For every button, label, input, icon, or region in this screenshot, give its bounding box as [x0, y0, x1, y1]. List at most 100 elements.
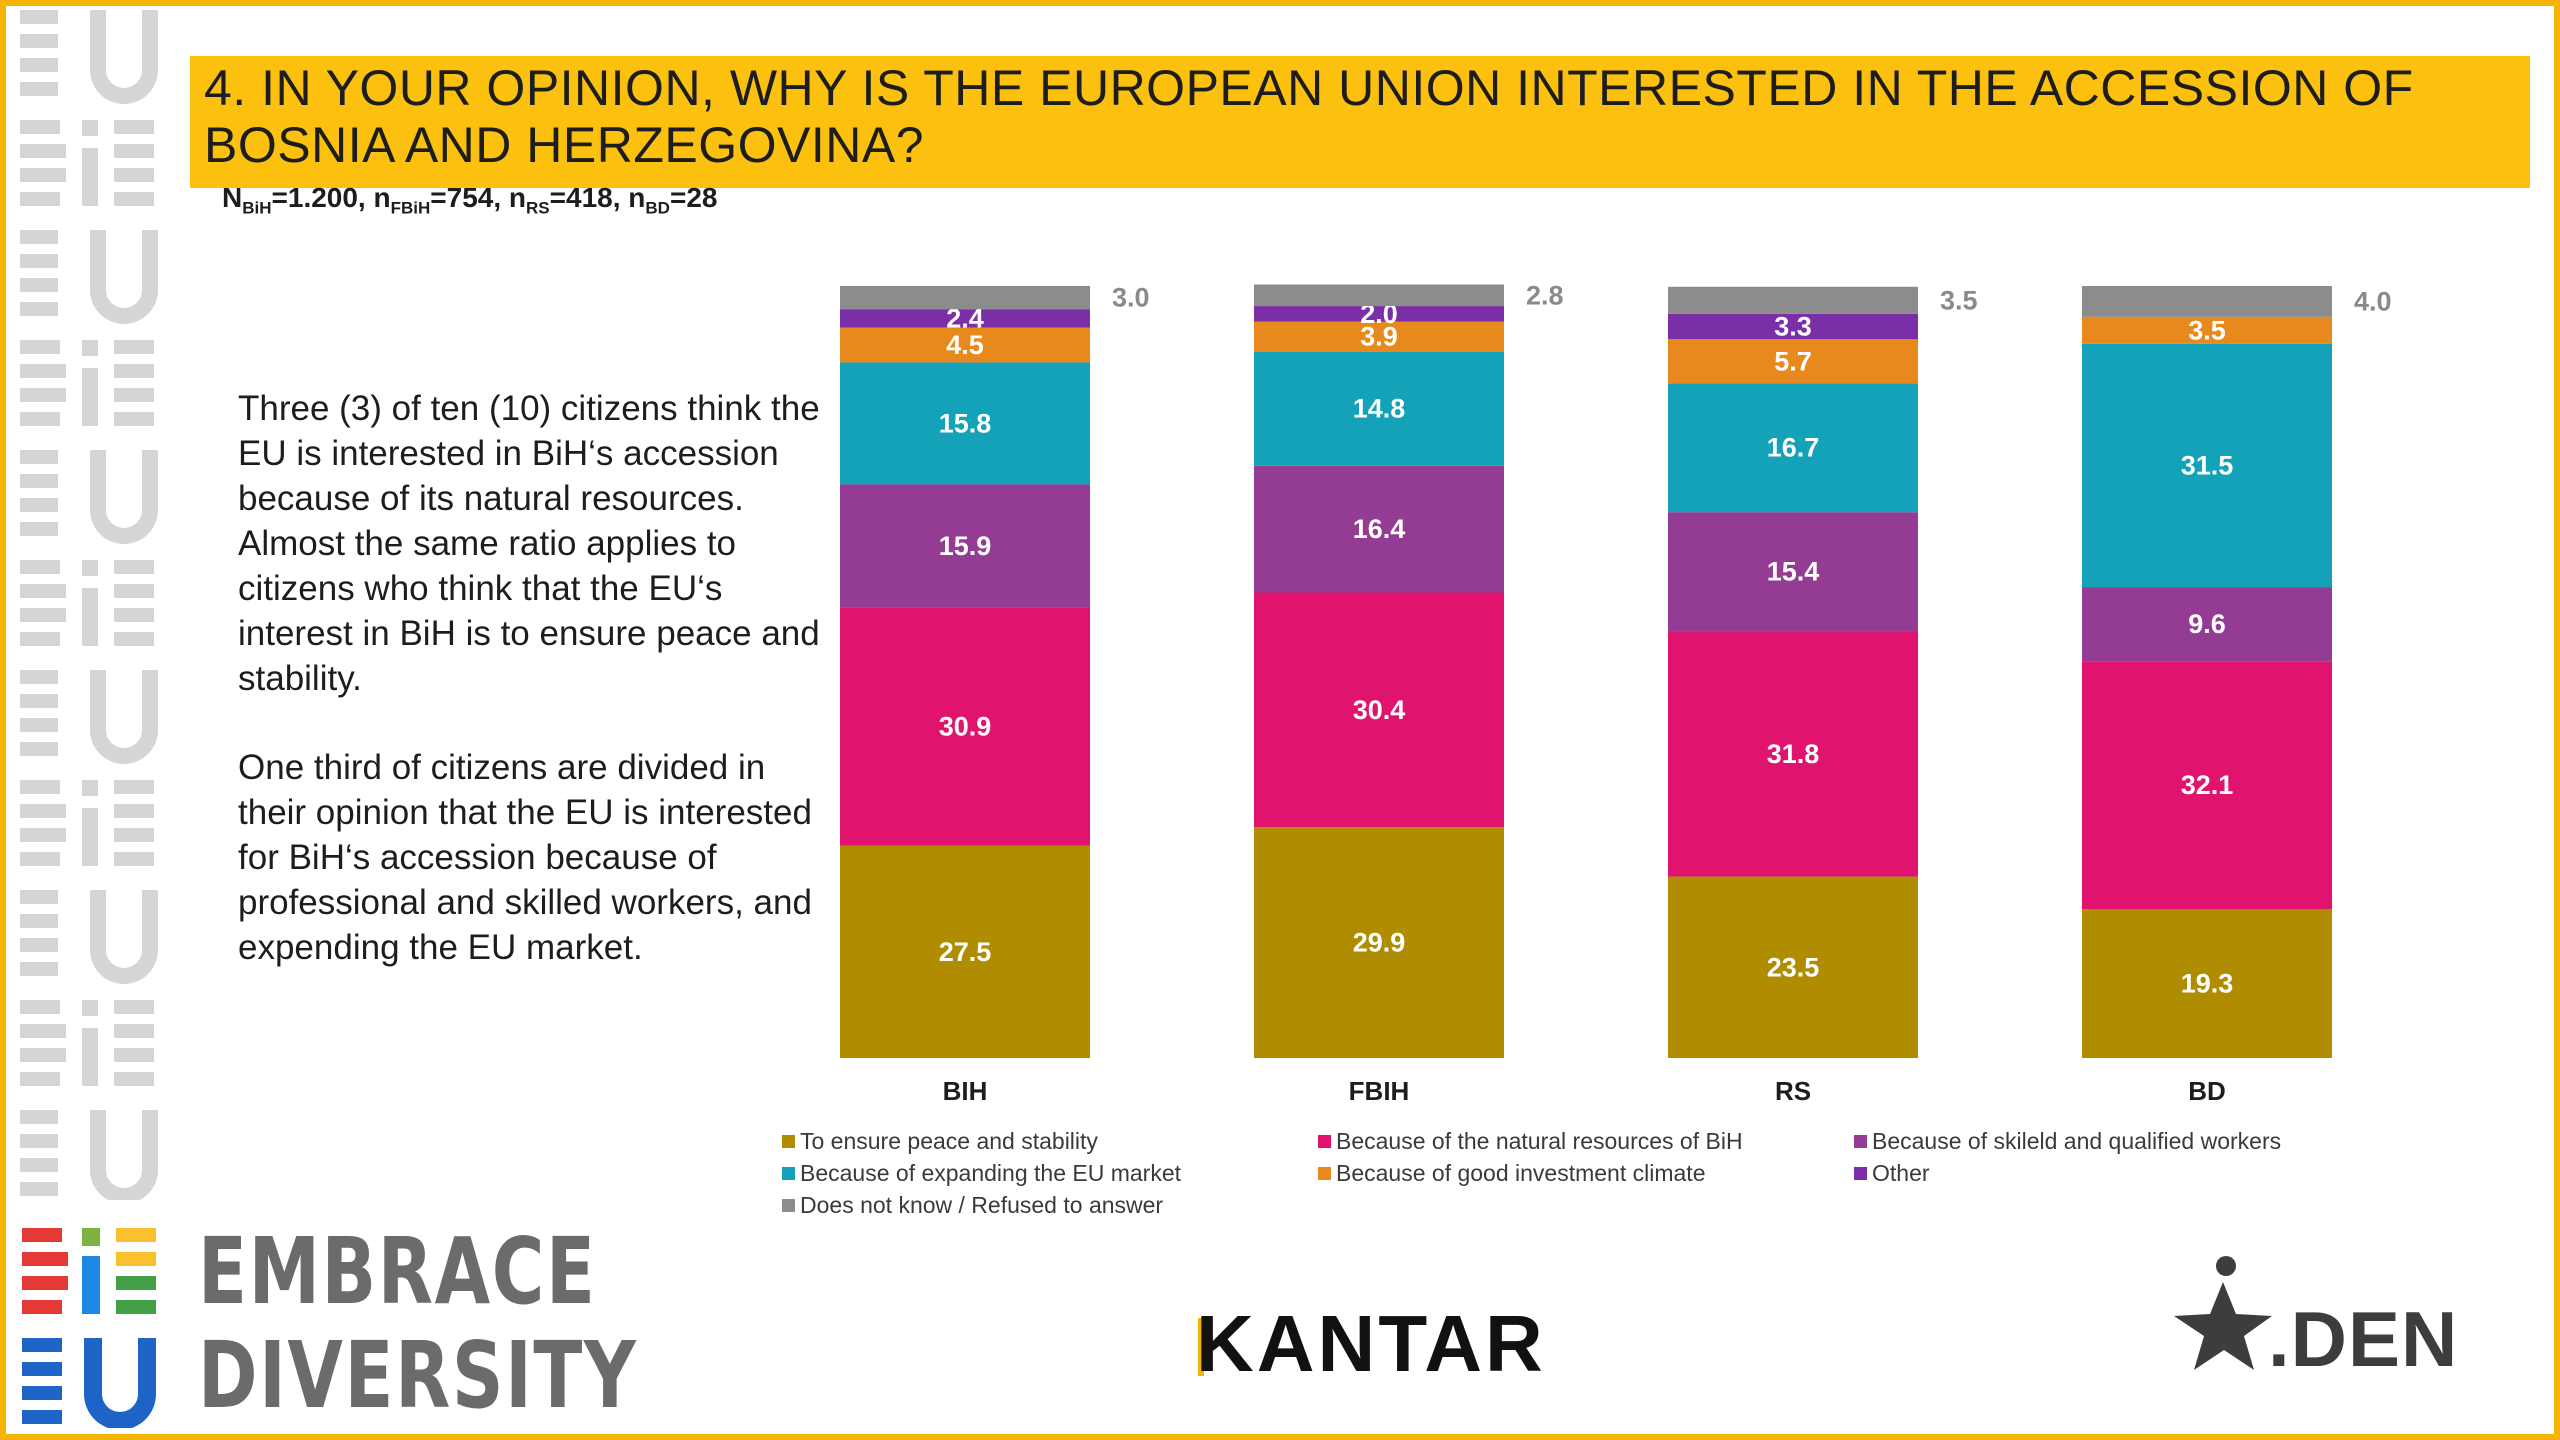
legend-label-dk: Does not know / Refused to answer: [800, 1192, 1164, 1218]
sample-n-fbih-value: =754,: [430, 182, 509, 213]
sample-n-rs-value: =418,: [549, 182, 629, 213]
data-label-rs-other: 3.3: [1774, 312, 1812, 342]
data-label-fbih-workers: 16.4: [1353, 514, 1406, 544]
sample-n-bd-sub: BD: [645, 198, 670, 218]
bar-segment-fbih-market: [1254, 351, 1504, 466]
data-label-fbih-resources: 30.4: [1353, 695, 1406, 725]
data-label-fbih-peace: 29.9: [1353, 928, 1406, 958]
legend-swatch-investment: [1318, 1167, 1331, 1180]
data-label-fbih-market: 14.8: [1353, 394, 1406, 424]
bar-segment-fbih-peace: [1254, 827, 1504, 1058]
bar-segment-bih-investment: [840, 327, 1090, 363]
commentary-paragraph-2: One third of citizens are divided in the…: [238, 748, 812, 967]
legend-item-workers: Because of skileld and qualified workers: [1854, 1128, 2281, 1155]
legend-label-market: Because of expanding the EU market: [800, 1160, 1182, 1186]
bar-segment-rs-other: [1668, 313, 1918, 340]
embrace-word: EMBRACE: [198, 1218, 597, 1325]
bih-eu-pattern-strip: [20, 10, 158, 1200]
sample-n-bih-sub: BiH: [242, 198, 272, 218]
data-label-bih-resources: 30.9: [939, 711, 992, 741]
data-label-rs-workers: 15.4: [1767, 557, 1820, 587]
sample-n-fbih-prefix: n: [373, 182, 391, 213]
legend-swatch-market: [782, 1167, 795, 1180]
category-label-fbih: FBIH: [1349, 1076, 1410, 1106]
bar-segment-bih-resources: [840, 607, 1090, 846]
data-label-rs-resources: 31.8: [1767, 739, 1820, 769]
sample-n-rs-prefix: n: [508, 182, 527, 213]
data-label-bd-dk: 4.0: [2354, 286, 2392, 316]
bar-segment-fbih-investment: [1254, 321, 1504, 352]
bar-segment-bd-workers: [2082, 587, 2332, 662]
den-logo: .DEN: [2168, 1252, 2468, 1383]
bar-segment-rs-market: [1668, 383, 1918, 513]
category-label-bih: BIH: [943, 1076, 988, 1106]
legend-swatch-workers: [1854, 1135, 1867, 1148]
den-wordmark: .DEN: [2268, 1295, 2459, 1383]
bar-segment-bih-workers: [840, 484, 1090, 608]
bar-segment-bd-market: [2082, 343, 2332, 588]
bar-segment-bd-investment: [2082, 316, 2332, 344]
bar-segment-fbih-resources: [1254, 592, 1504, 828]
bar-segment-bih-market: [840, 362, 1090, 485]
data-label-bd-workers: 9.6: [2188, 609, 2226, 639]
sample-n-bd-prefix: n: [628, 182, 646, 213]
sample-n-rs-sub: RS: [526, 198, 550, 218]
bih-eu-color-icon: [22, 1228, 156, 1428]
category-label-bd: BD: [2188, 1076, 2226, 1106]
data-label-rs-dk: 3.5: [1940, 285, 1978, 315]
legend-item-dk: Does not know / Refused to answer: [782, 1192, 1163, 1219]
legend-label-other: Other: [1872, 1160, 1930, 1186]
bar-segment-bih-dk: [840, 286, 1090, 310]
bar-segment-bd-resources: [2082, 661, 2332, 910]
legend-item-market: Because of expanding the EU market: [782, 1160, 1181, 1187]
legend-swatch-dk: [782, 1199, 795, 1212]
embrace-diversity-logo: EMBRACE DIVERSITY: [22, 1220, 636, 1430]
data-label-bih-investment: 4.5: [946, 330, 984, 360]
data-label-bih-dk: 3.0: [1112, 283, 1150, 313]
data-label-fbih-dk: 2.8: [1526, 280, 1564, 310]
bar-segment-fbih-dk: [1254, 284, 1504, 307]
bar-segment-bih-other: [840, 309, 1090, 328]
legend-label-resources: Because of the natural resources of BiH: [1336, 1128, 1743, 1154]
data-label-bd-resources: 32.1: [2181, 770, 2234, 800]
category-label-rs: RS: [1775, 1076, 1811, 1106]
bar-segment-fbih-workers: [1254, 465, 1504, 593]
bar-segment-rs-peace: [1668, 876, 1918, 1058]
data-label-rs-investment: 5.7: [1774, 346, 1812, 376]
embrace-diversity-wordmark: EMBRACE DIVERSITY: [198, 1220, 637, 1428]
page-title: 4. IN YOUR OPINION, WHY IS THE EUROPEAN …: [204, 60, 2414, 173]
diversity-word: DIVERSITY: [198, 1322, 638, 1429]
kantar-accent-bar: [1198, 1318, 1204, 1376]
bar-segment-bd-peace: [2082, 909, 2332, 1058]
legend-label-workers: Because of skileld and qualified workers: [1872, 1128, 2282, 1154]
legend-label-peace: To ensure peace and stability: [800, 1128, 1098, 1154]
commentary-text: Three (3) of ten (10) citizens think the…: [238, 386, 838, 1014]
data-label-bih-workers: 15.9: [939, 531, 992, 561]
legend-swatch-peace: [782, 1135, 795, 1148]
bar-segment-bd-dk: [2082, 286, 2332, 317]
legend-label-investment: Because of good investment climate: [1336, 1160, 1706, 1186]
legend-swatch-resources: [1318, 1135, 1331, 1148]
bar-segment-bih-peace: [840, 845, 1090, 1058]
title-bar: 4. IN YOUR OPINION, WHY IS THE EUROPEAN …: [190, 56, 2530, 188]
sample-n-bih-value: =1.200,: [271, 182, 374, 213]
sample-n-fbih-sub: FBiH: [390, 198, 431, 218]
legend-item-investment: Because of good investment climate: [1318, 1160, 1705, 1187]
bar-segment-rs-resources: [1668, 631, 1918, 877]
data-label-rs-peace: 23.5: [1767, 952, 1820, 982]
bar-segment-rs-workers: [1668, 512, 1918, 632]
bar-segment-fbih-other: [1254, 306, 1504, 322]
kantar-logo: KANTAR: [1196, 1299, 1546, 1388]
bar-segment-rs-investment: [1668, 339, 1918, 384]
bar-segment-rs-dk: [1668, 286, 1918, 314]
legend-swatch-other: [1854, 1167, 1867, 1180]
legend-item-peace: To ensure peace and stability: [782, 1128, 1098, 1155]
commentary-paragraph-1: Three (3) of ten (10) citizens think the…: [238, 389, 820, 698]
sample-n-bd-value: =28: [669, 182, 718, 213]
data-label-fbih-investment: 3.9: [1360, 322, 1398, 352]
data-label-bih-market: 15.8: [939, 408, 992, 438]
data-label-bd-investment: 3.5: [2188, 315, 2226, 345]
sample-n-bih-prefix: N: [222, 182, 243, 213]
data-label-bih-peace: 27.5: [939, 937, 992, 967]
